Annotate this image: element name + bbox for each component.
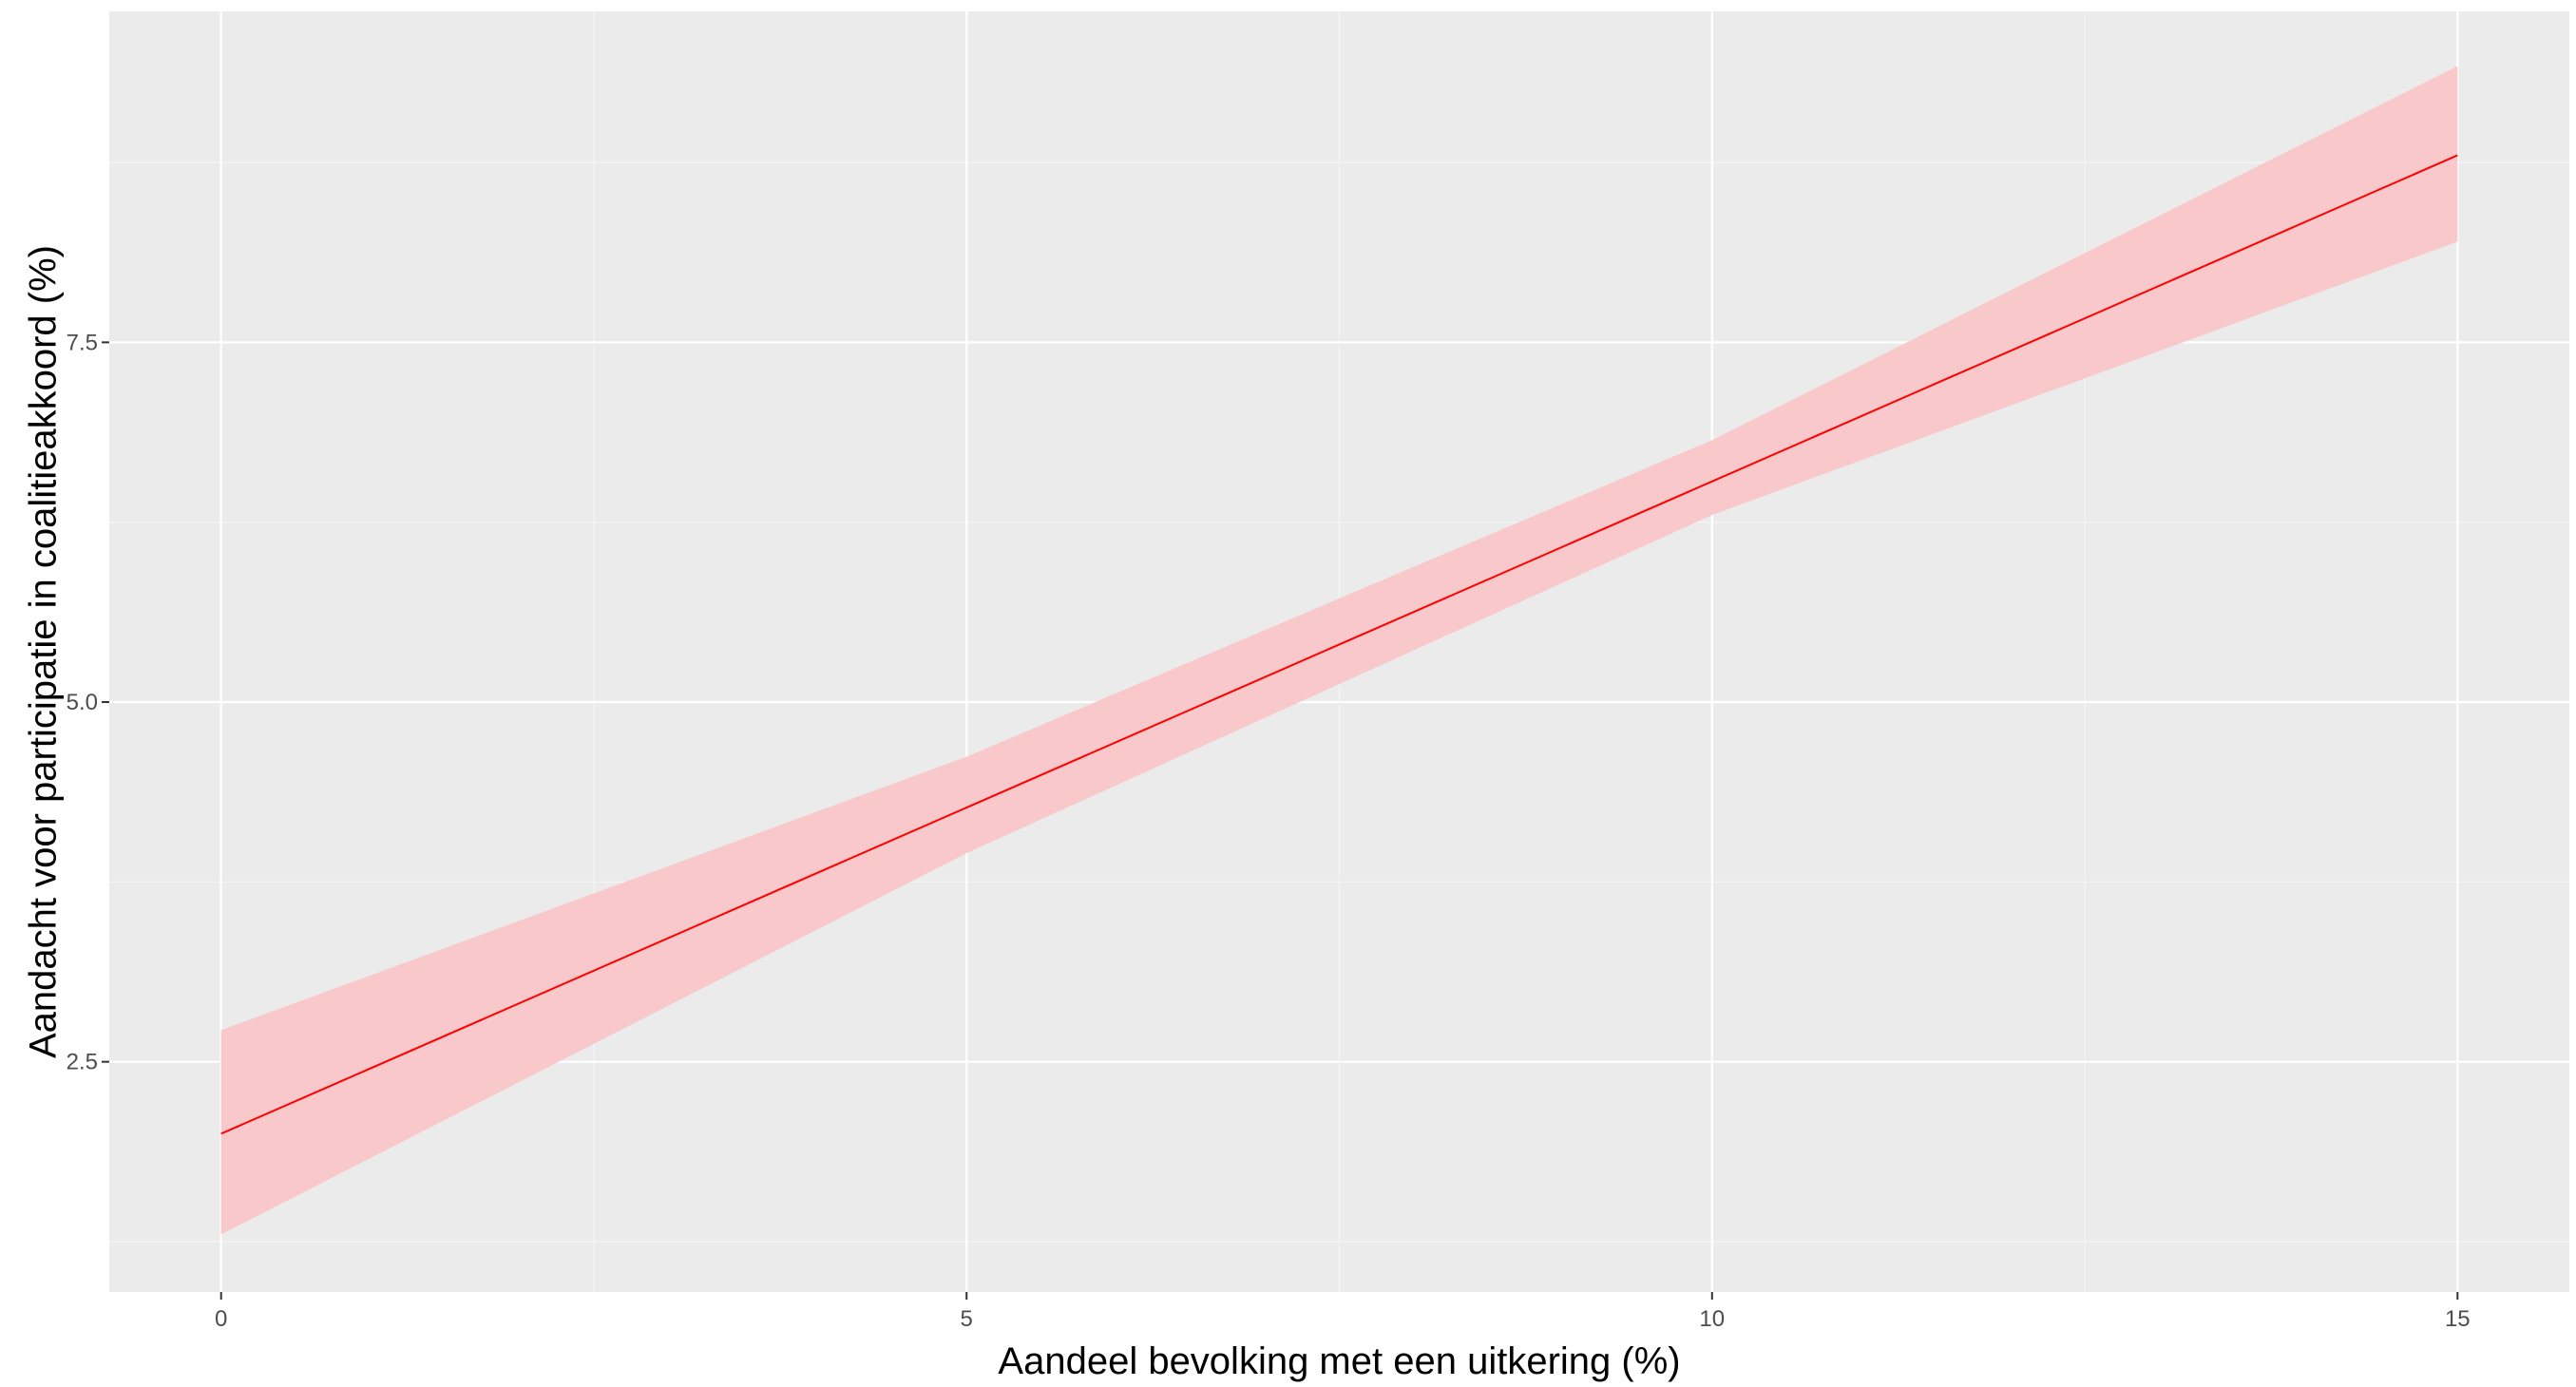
y-tick-label: 5.0: [67, 690, 98, 715]
y-tick-label: 7.5: [67, 330, 98, 355]
y-axis-title: Aandacht voor participatie in coalitieak…: [23, 245, 65, 1058]
x-axis-title: Aandeel bevolking met een uitkering (%): [998, 1340, 1680, 1382]
x-tick-label: 10: [1699, 1306, 1725, 1332]
x-tick-label: 5: [961, 1306, 973, 1332]
x-axis-ticks: 0 5 10 15: [215, 1292, 2471, 1332]
x-tick-label: 15: [2445, 1306, 2471, 1332]
y-axis-ticks: 2.5 5.0 7.5: [67, 330, 109, 1075]
fit-line: [220, 154, 2458, 1135]
x-tick-label: 0: [215, 1306, 227, 1332]
minor-gridlines: [109, 11, 2569, 1292]
y-tick-label: 2.5: [67, 1050, 98, 1075]
confidence-ribbon: [220, 66, 2458, 1235]
